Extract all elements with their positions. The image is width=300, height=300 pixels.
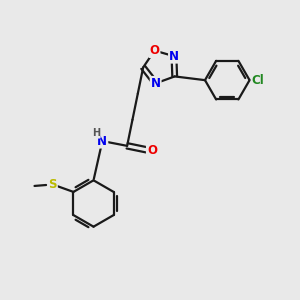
Text: N: N [169, 50, 179, 63]
Text: S: S [48, 178, 57, 191]
Text: N: N [97, 135, 107, 148]
Text: H: H [92, 128, 100, 138]
Text: O: O [147, 144, 157, 158]
Text: O: O [149, 44, 160, 57]
Text: Cl: Cl [251, 74, 264, 87]
Text: N: N [151, 77, 161, 90]
